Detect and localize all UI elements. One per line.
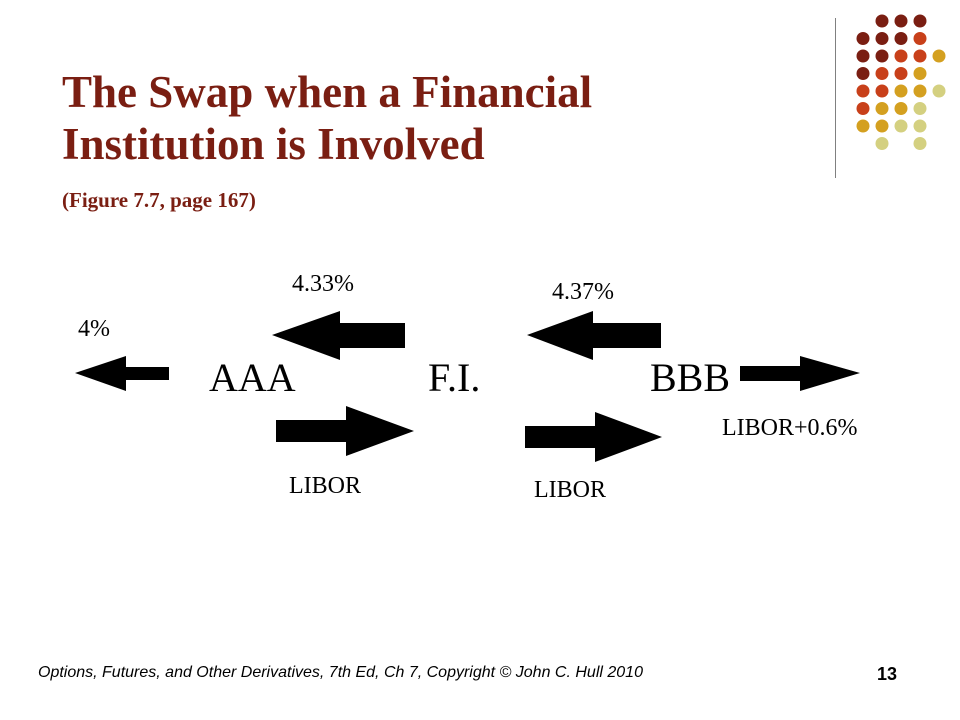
- decorative-dot: [894, 119, 908, 133]
- rate-fi-to-bbb: LIBOR: [534, 477, 606, 503]
- decorative-dot: [913, 67, 927, 80]
- decorative-dot: [932, 49, 946, 63]
- decorative-dot: [913, 49, 927, 63]
- decorative-dot: [894, 102, 908, 115]
- decorative-divider: [835, 18, 836, 178]
- decorative-dot: [875, 119, 889, 133]
- party-fi: F.I.: [428, 355, 481, 400]
- decorative-dot: [875, 49, 889, 63]
- arrow-aaa-to-fi: [276, 406, 414, 456]
- party-aaa: AAA: [209, 355, 296, 400]
- rate-aaa-to-fi: LIBOR: [289, 473, 361, 499]
- decorative-dot: [875, 102, 889, 115]
- page-number: 13: [877, 664, 898, 684]
- decorative-dot: [856, 67, 870, 80]
- decorative-dot: [856, 32, 870, 45]
- slide-subtitle: (Figure 7.7, page 167): [62, 188, 256, 212]
- arrow-bbb-to-fi: [527, 311, 661, 360]
- decorative-dot: [932, 84, 946, 98]
- arrow-fi-to-aaa: [272, 311, 405, 360]
- decorative-dot: [875, 14, 889, 28]
- party-bbb: BBB: [650, 355, 731, 400]
- rate-fi-to-aaa: 4.33%: [292, 271, 354, 297]
- decorative-dot: [894, 49, 908, 63]
- arrow-aaa-outside: [75, 356, 169, 391]
- rate-bbb-outside: LIBOR+0.6%: [722, 415, 858, 441]
- rate-bbb-to-fi: 4.37%: [552, 279, 614, 305]
- arrow-fi-to-bbb: [525, 412, 662, 462]
- decorative-dot: [875, 32, 889, 45]
- decorative-dot: [856, 102, 870, 115]
- decorative-dot: [856, 49, 870, 63]
- decorative-dot: [913, 14, 927, 28]
- decorative-dot: [913, 84, 927, 98]
- decorative-dot: [913, 119, 927, 133]
- decorative-dot: [913, 102, 927, 115]
- footer-copyright: Options, Futures, and Other Derivatives,…: [38, 664, 643, 681]
- slide-title: The Swap when a Financial Institution is…: [62, 67, 593, 169]
- decorative-dot: [894, 67, 908, 80]
- decorative-dot: [894, 14, 908, 28]
- decorative-dot: [856, 119, 870, 133]
- decorative-dot: [894, 84, 908, 98]
- rate-aaa-outside: 4%: [78, 316, 110, 342]
- decorative-dot: [875, 84, 889, 98]
- decorative-dot: [856, 84, 870, 98]
- decorative-dot: [894, 32, 908, 45]
- decorative-dot: [913, 32, 927, 45]
- decorative-dot: [875, 67, 889, 80]
- decorative-dot: [875, 137, 889, 150]
- decorative-dot-grid: [856, 14, 946, 150]
- arrow-bbb-outside: [740, 356, 860, 391]
- decorative-dot: [913, 137, 927, 150]
